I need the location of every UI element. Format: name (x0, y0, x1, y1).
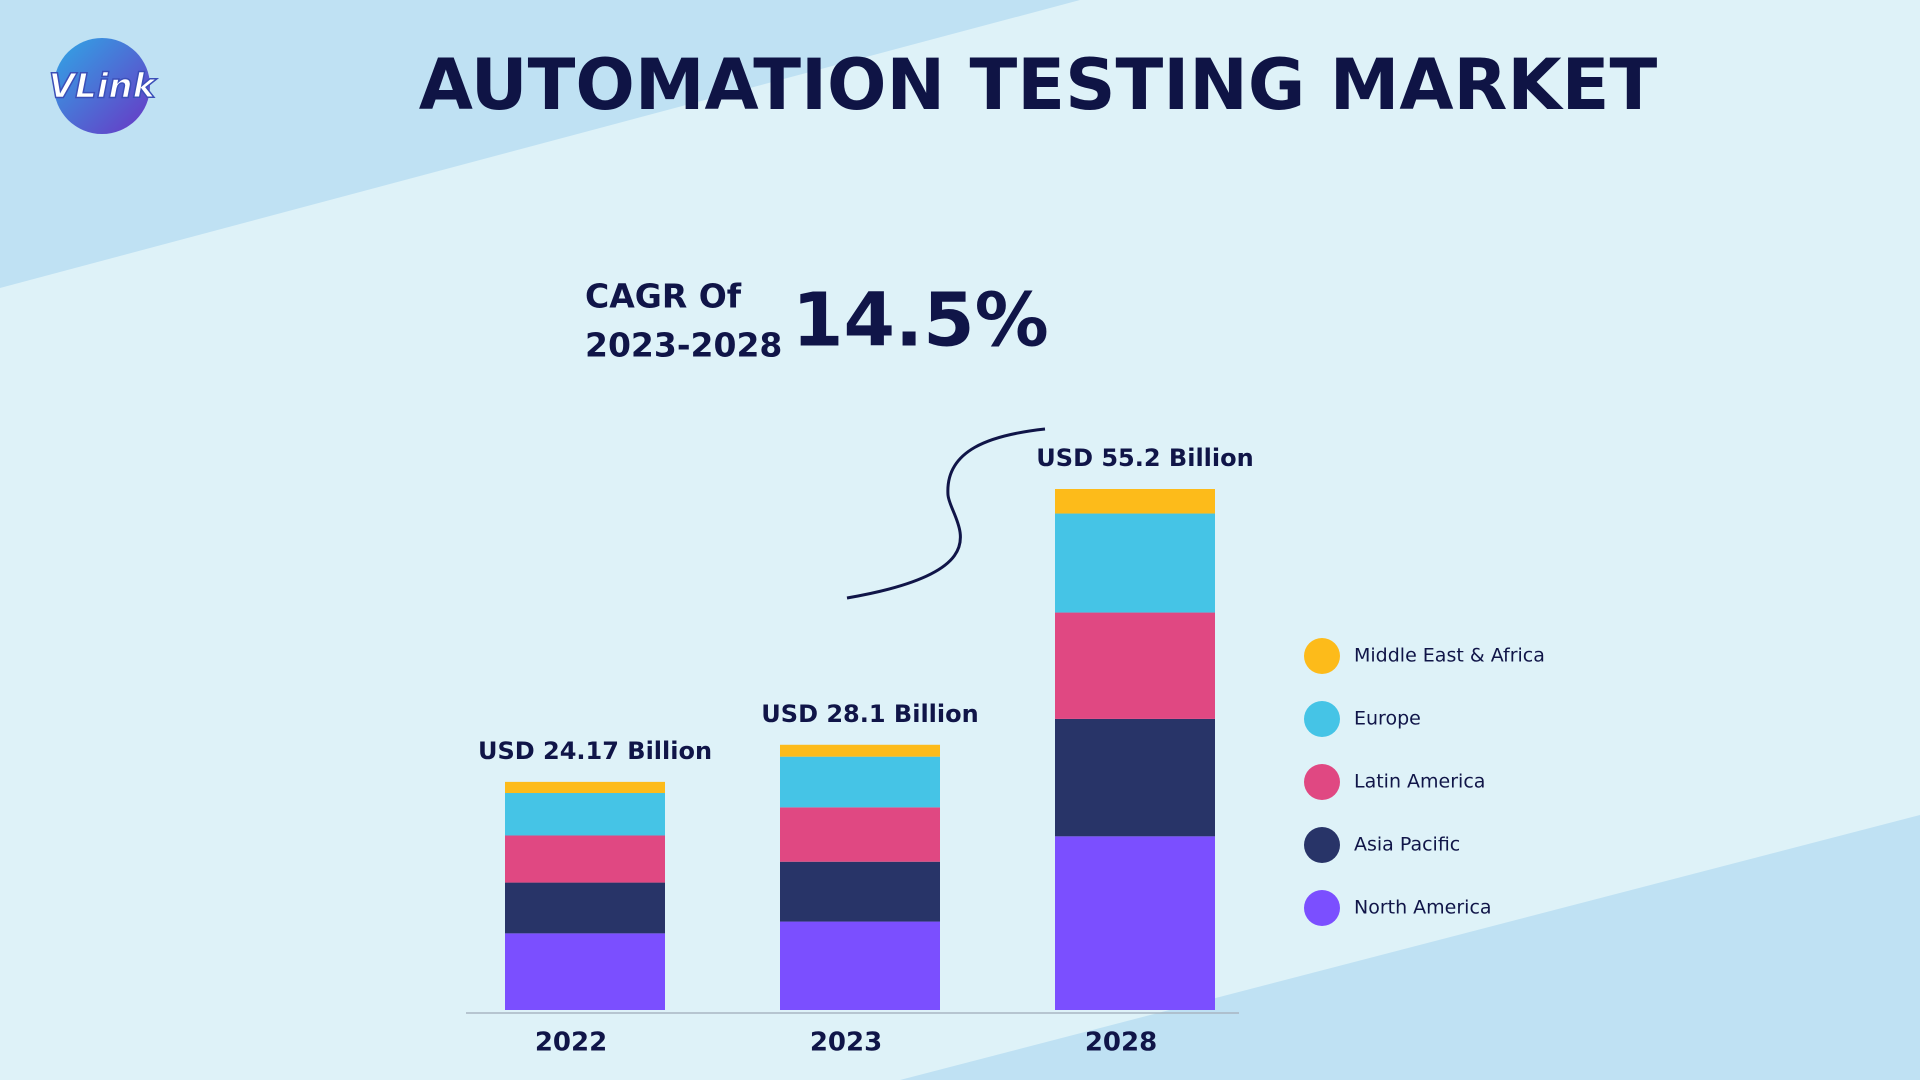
total-label: USD 55.2 Billion (1036, 444, 1253, 472)
total-label: USD 28.1 Billion (761, 700, 978, 728)
bar-segment (1055, 836, 1215, 1010)
annotation-line: CAGR Of (585, 277, 742, 316)
annotation-line: 2023-2028 (585, 326, 782, 365)
bar-segment (1055, 718, 1215, 837)
bar-segment (780, 756, 940, 808)
annotation-value: 14.5% (792, 278, 1049, 364)
x-tick-label: 2022 (535, 1028, 607, 1058)
legend-swatch (1304, 764, 1340, 800)
logo-globe (54, 38, 150, 134)
total-label: USD 24.17 Billion (478, 737, 712, 765)
logo-text: VLink (49, 67, 158, 107)
bar-segment (505, 781, 665, 794)
legend-label: Middle East & Africa (1354, 645, 1545, 667)
legend-swatch (1304, 827, 1340, 863)
legend-label: Europe (1354, 708, 1421, 730)
growth-curve (846, 427, 1046, 600)
bar-segment (1055, 612, 1215, 719)
bar-segment (505, 835, 665, 883)
background-band (0, 0, 1080, 288)
bar-segment (1055, 513, 1215, 613)
x-tick-label: 2028 (1085, 1028, 1157, 1058)
legend-label: North America (1354, 897, 1492, 919)
bar-segment (780, 921, 940, 1010)
bar-segment (1055, 489, 1215, 514)
logo: VLink (48, 38, 158, 134)
bar-segment (780, 861, 940, 922)
legend-label: Asia Pacific (1354, 834, 1460, 856)
legend-label: Latin America (1354, 771, 1485, 793)
bar-segment (780, 807, 940, 862)
legend-swatch (1304, 890, 1340, 926)
chart-title: AUTOMATION TESTING MARKET (419, 44, 1658, 126)
bar-segment (505, 933, 665, 1010)
x-tick-label: 2023 (810, 1028, 882, 1058)
bar-segment (505, 793, 665, 836)
legend-swatch (1304, 701, 1340, 737)
bar-segment (505, 882, 665, 934)
legend-swatch (1304, 638, 1340, 674)
bar-segment (780, 744, 940, 757)
